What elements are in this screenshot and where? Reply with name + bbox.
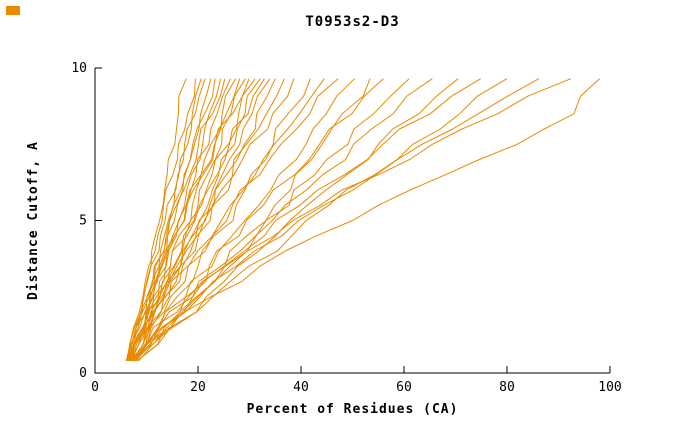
model-curve xyxy=(131,78,231,361)
y-tick-label: 10 xyxy=(71,61,87,76)
x-tick-label: 20 xyxy=(190,380,206,395)
model-curve xyxy=(130,78,202,361)
model-curve xyxy=(130,78,325,362)
model-curve xyxy=(131,78,256,362)
y-tick-label: 5 xyxy=(79,214,87,229)
x-tick-label: 100 xyxy=(598,380,621,395)
model-curve xyxy=(129,78,241,361)
model-curve xyxy=(129,78,295,361)
model-curve xyxy=(135,78,508,362)
model-curve xyxy=(132,78,271,362)
model-curve xyxy=(133,78,540,362)
corner-marker xyxy=(6,6,20,15)
model-curve xyxy=(131,78,285,361)
model-curve xyxy=(136,78,410,362)
model-curve xyxy=(128,78,572,362)
model-curve xyxy=(129,78,265,361)
model-curve xyxy=(128,78,601,362)
model-curve xyxy=(125,78,250,362)
model-curve xyxy=(130,78,276,361)
chart-title: T0953s2-D3 xyxy=(305,14,400,30)
x-tick-label: 40 xyxy=(293,380,309,395)
model-curve xyxy=(132,78,481,362)
model-curve xyxy=(133,78,384,362)
model-curve xyxy=(131,78,222,362)
y-tick-label: 0 xyxy=(79,366,87,381)
model-curve xyxy=(127,78,226,361)
x-axis-label: Percent of Residues (CA) xyxy=(246,402,459,417)
x-tick-label: 60 xyxy=(396,380,412,395)
x-tick-label: 0 xyxy=(91,380,99,395)
model-curve xyxy=(132,78,261,362)
model-curve xyxy=(125,78,196,361)
x-tick-label: 80 xyxy=(499,380,515,395)
model-curve xyxy=(130,78,339,361)
